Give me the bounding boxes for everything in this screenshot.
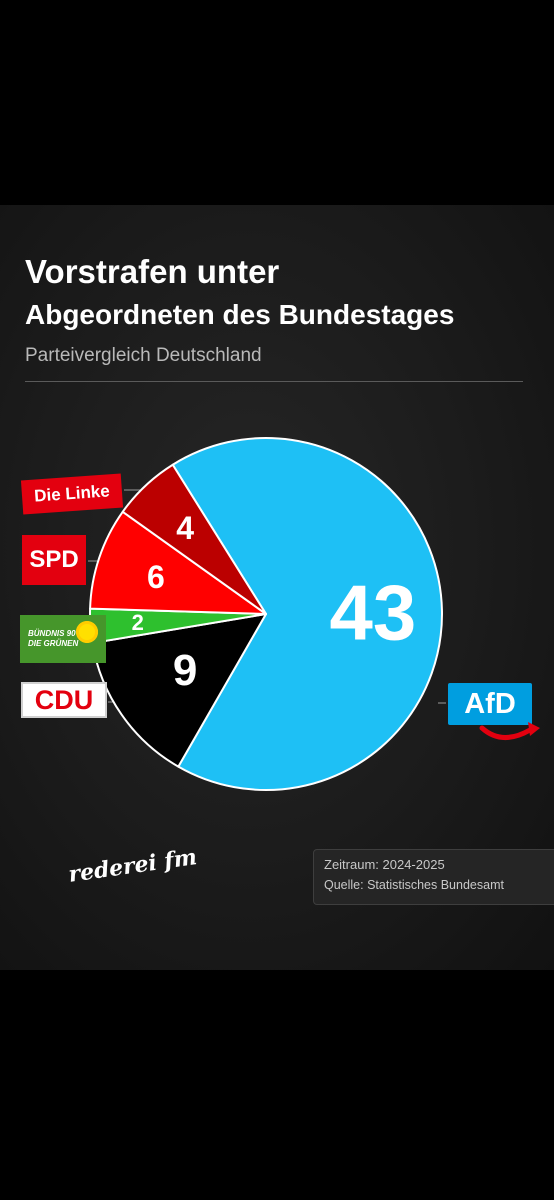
period-label: Zeitraum: 2024-2025 — [324, 857, 445, 872]
source-label: Quelle: Statistisches Bundesamt — [324, 878, 504, 892]
pie-value-label: 43 — [330, 569, 417, 657]
chart-subtitle: Parteivergleich Deutschland — [25, 345, 262, 366]
pie-slice-spd — [89, 510, 267, 615]
pie-value-label: 9 — [173, 646, 197, 695]
die-linke-logo: Die Linke — [20, 473, 124, 515]
afd-logo: AfD — [448, 683, 532, 725]
pie-value-labels: 43 9 264 — [132, 510, 417, 695]
title-divider — [25, 381, 523, 382]
gruene-logo-line1: BÜNDNIS 90 — [28, 629, 76, 638]
cdu-logo: CDU — [21, 682, 107, 718]
pie-value-label: 4 — [176, 510, 194, 546]
sunflower-icon — [76, 621, 98, 643]
infographic-card: Vorstrafen unter Abgeordneten des Bundes… — [0, 205, 554, 970]
pie-slice-afd — [171, 436, 443, 791]
pie-slice-die-linke — [121, 463, 267, 615]
gruene-logo-line2: DIE GRÜNEN — [28, 639, 79, 648]
afd-arrow-icon — [479, 722, 540, 740]
pie-slices — [89, 436, 443, 791]
pie-chart: 43 9 264 — [88, 436, 446, 791]
pie-value-label: 6 — [147, 559, 165, 595]
chart-title-line2: Abgeordneten des Bundestages — [25, 299, 455, 330]
info-box: Zeitraum: 2024-2025 Quelle: Statistische… — [313, 849, 554, 905]
chart-title-line1: Vorstrafen unter — [25, 253, 280, 290]
gruene-logo: BÜNDNIS 90 DIE GRÜNEN — [20, 615, 106, 663]
pie-value-label: 2 — [132, 610, 144, 635]
spd-logo: SPD — [22, 535, 86, 585]
